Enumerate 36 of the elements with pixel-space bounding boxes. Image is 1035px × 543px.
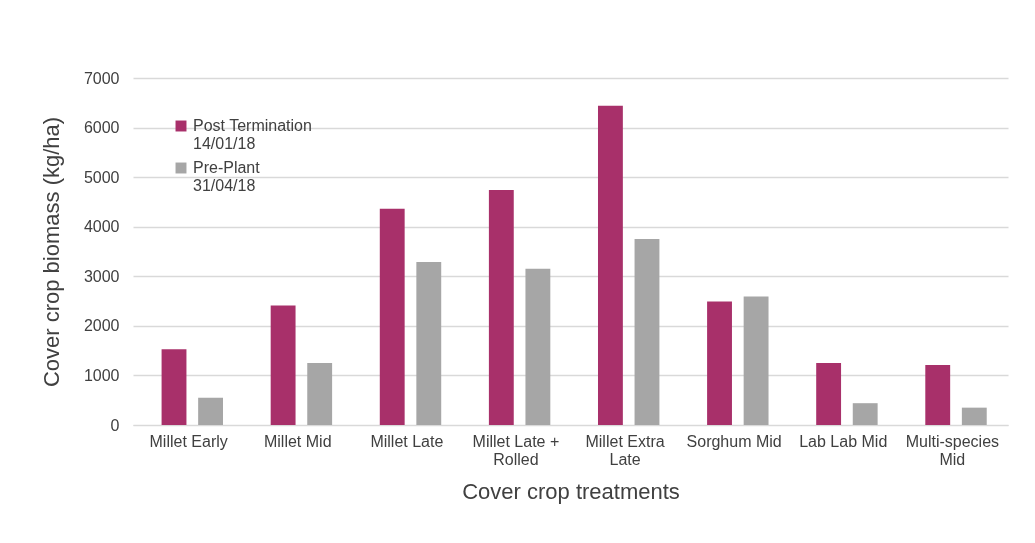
x-tick-label: Millet Late [370, 432, 444, 450]
bar [161, 349, 187, 425]
y-tick-label: 6000 [83, 119, 120, 137]
y-axis-title: Cover crop biomass (kg/ha) [38, 116, 64, 388]
x-tick-label: Millet Extra Late [585, 432, 665, 468]
x-tick-label: Millet Early [149, 432, 228, 450]
bar [198, 397, 224, 425]
bar [743, 296, 769, 425]
x-tick-label: Lab Lab Mid [799, 432, 888, 450]
bar [925, 365, 951, 425]
bar [816, 363, 842, 425]
bar [488, 190, 514, 425]
y-tick-label: 2000 [83, 317, 120, 335]
y-tick-label: 7000 [83, 69, 120, 87]
bar [634, 239, 660, 425]
x-tick-label: Millet Late + Rolled [472, 432, 560, 468]
y-tick-label: 5000 [83, 168, 120, 186]
bar [379, 208, 405, 425]
legend-label: Pre-Plant 31/04/18 [193, 159, 261, 194]
y-tick-label: 0 [110, 416, 120, 434]
bar [307, 363, 333, 425]
bar [525, 268, 551, 425]
y-tick-label: 3000 [83, 267, 120, 285]
y-tick-label: 4000 [83, 218, 120, 236]
bar [961, 407, 987, 425]
x-tick-label: Sorghum Mid [686, 432, 782, 450]
x-tick-label: Millet Mid [263, 432, 332, 450]
bar [707, 301, 732, 425]
x-tick-label: Multi-species Mid [905, 432, 1000, 468]
y-tick-label: 1000 [83, 366, 120, 384]
bar [270, 305, 296, 425]
bar [852, 403, 878, 425]
legend-label: Post Termination 14/01/18 [193, 117, 312, 152]
bar [597, 105, 623, 425]
x-axis-title: Cover crop treatments [462, 478, 680, 504]
bar [416, 261, 442, 425]
